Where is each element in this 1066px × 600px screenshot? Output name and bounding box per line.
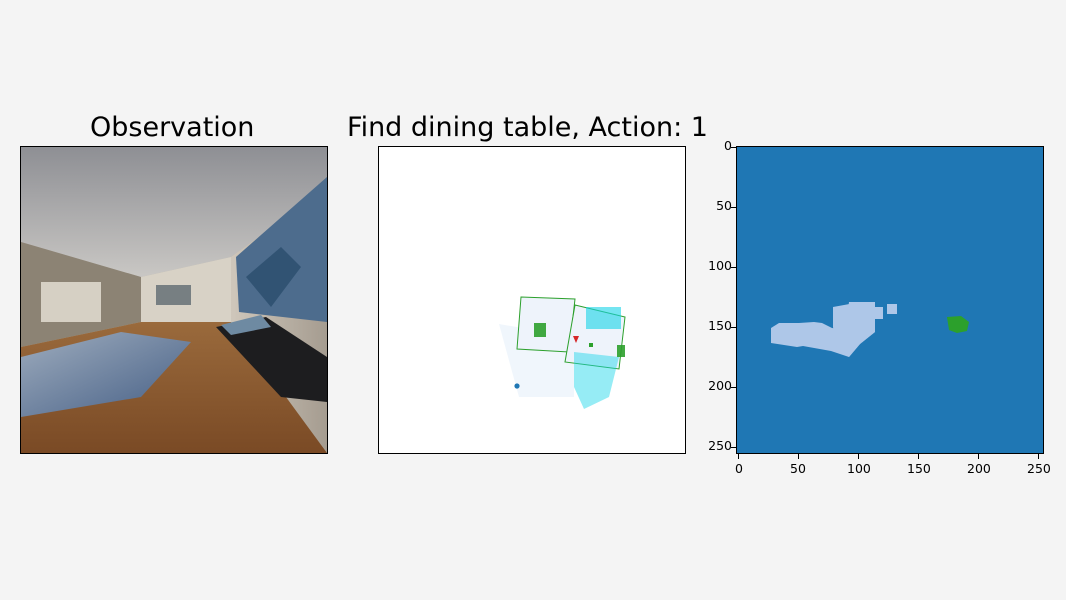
x-tick-label: 50 <box>790 461 806 476</box>
semantic-canvas <box>771 302 969 357</box>
map-canvas <box>499 296 626 409</box>
y-tick-label: 100 <box>708 258 732 273</box>
semantic-map-view <box>378 146 686 454</box>
x-tick-label: 0 <box>735 461 743 476</box>
agent-marker <box>573 336 579 343</box>
goal-point <box>514 383 520 389</box>
map-title: Find dining table, Action: 1 <box>347 112 708 143</box>
y-tick-label: 200 <box>708 378 732 393</box>
y-tick-label: 0 <box>724 138 732 153</box>
y-tick-label: 150 <box>708 318 732 333</box>
x-tick-label: 200 <box>967 461 991 476</box>
x-tick-label: 100 <box>847 461 871 476</box>
target-object-region <box>534 323 546 337</box>
observation-image <box>20 146 328 454</box>
observation-scene <box>21 147 327 453</box>
y-tick-label: 250 <box>708 438 732 453</box>
y-tick-label: 50 <box>716 198 732 213</box>
target-class-region <box>947 316 969 333</box>
x-tick-label: 150 <box>907 461 931 476</box>
observation-title: Observation <box>90 112 255 143</box>
x-tick-label: 250 <box>1027 461 1051 476</box>
semantic-prediction-plot <box>736 146 1044 454</box>
